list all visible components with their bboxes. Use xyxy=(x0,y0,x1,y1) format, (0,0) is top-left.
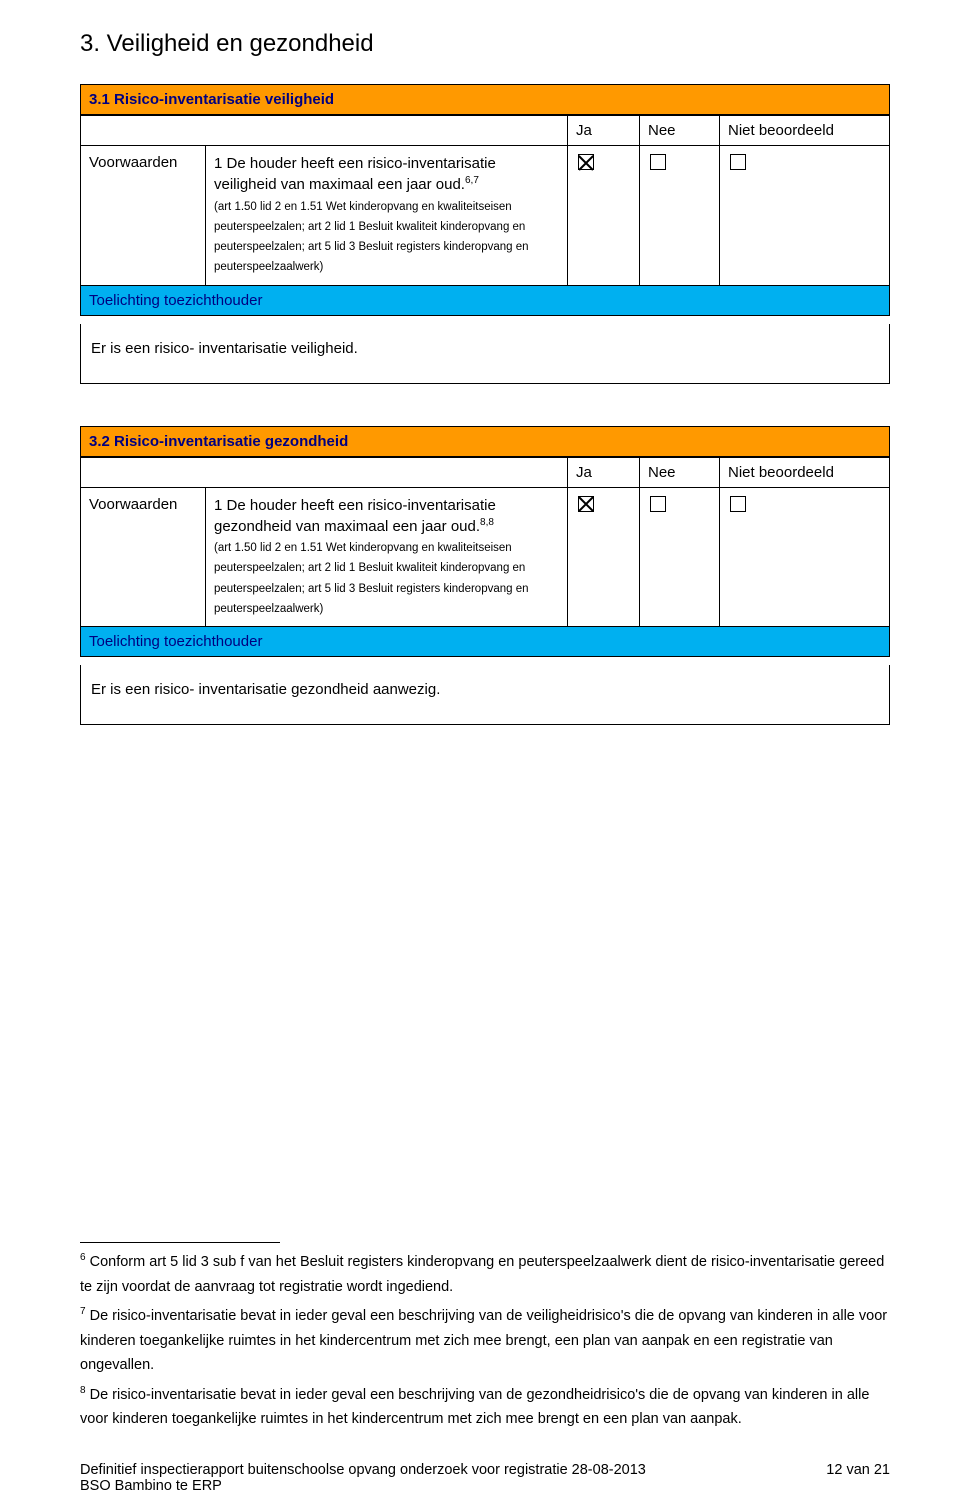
toelichting-label: Toelichting toezichthouder xyxy=(81,285,890,315)
col-nee: Nee xyxy=(640,457,720,487)
toelichting-label: Toelichting toezichthouder xyxy=(81,627,890,657)
footnote-8: De risico-inventarisatie bevat in ieder … xyxy=(80,1387,869,1428)
table-32: Ja Nee Niet beoordeeld Voorwaarden 1 De … xyxy=(80,457,890,658)
table-header-row: Ja Nee Niet beoordeeld xyxy=(81,457,890,487)
finding-32: Er is een risico- inventarisatie gezondh… xyxy=(80,665,890,725)
col-niet: Niet beoordeeld xyxy=(720,457,890,487)
item-text-31: 1 De houder heeft een risico-inventarisa… xyxy=(206,146,568,286)
item-text-32: 1 De houder heeft een risico-inventarisa… xyxy=(206,487,568,627)
table-row: Voorwaarden 1 De houder heeft een risico… xyxy=(81,487,890,627)
checkbox-niet-32[interactable] xyxy=(730,496,746,512)
footnote-rule xyxy=(80,1242,280,1243)
voorwaarden-label: Voorwaarden xyxy=(81,146,206,286)
checkbox-ja-32[interactable] xyxy=(578,496,594,512)
table-header-row: Ja Nee Niet beoordeeld xyxy=(81,116,890,146)
section-title-32: 3.2 Risico-inventarisatie gezondheid xyxy=(80,426,890,457)
item-sup: 6,7 xyxy=(465,175,479,186)
footer-line1: Definitief inspectierapport buitenschool… xyxy=(80,1462,890,1478)
col-ja: Ja xyxy=(568,116,640,146)
item-art: (art 1.50 lid 2 en 1.51 Wet kinderopvang… xyxy=(214,201,529,274)
col-niet: Niet beoordeeld xyxy=(720,116,890,146)
section-title-31: 3.1 Risico-inventarisatie veiligheid xyxy=(80,84,890,115)
fn-marker-6: 6 xyxy=(80,1252,86,1263)
footnote-6: Conform art 5 lid 3 sub f van het Beslui… xyxy=(80,1254,884,1295)
col-ja: Ja xyxy=(568,457,640,487)
checkbox-nee-31[interactable] xyxy=(650,154,666,170)
page-footer: 12 van 21 Definitief inspectierapport bu… xyxy=(80,1462,890,1494)
item-main: 1 De houder heeft een risico-inventarisa… xyxy=(214,155,496,193)
item-art: (art 1.50 lid 2 en 1.51 Wet kinderopvang… xyxy=(214,542,529,615)
toelichting-row: Toelichting toezichthouder xyxy=(81,627,890,657)
fn-marker-8: 8 xyxy=(80,1385,86,1396)
footnotes: 6 Conform art 5 lid 3 sub f van het Besl… xyxy=(80,1242,890,1436)
finding-31: Er is een risico- inventarisatie veiligh… xyxy=(80,324,890,384)
col-nee: Nee xyxy=(640,116,720,146)
item-main: 1 De houder heeft een risico-inventarisa… xyxy=(214,497,496,535)
checkbox-ja-31[interactable] xyxy=(578,154,594,170)
table-row: Voorwaarden 1 De houder heeft een risico… xyxy=(81,146,890,286)
footer-line2: BSO Bambino te ERP xyxy=(80,1478,890,1494)
toelichting-row: Toelichting toezichthouder xyxy=(81,285,890,315)
page-title: 3. Veiligheid en gezondheid xyxy=(80,30,890,58)
table-31: Ja Nee Niet beoordeeld Voorwaarden 1 De … xyxy=(80,115,890,316)
item-sup: 8,8 xyxy=(480,517,494,528)
checkbox-niet-31[interactable] xyxy=(730,154,746,170)
voorwaarden-label: Voorwaarden xyxy=(81,487,206,627)
page-number: 12 van 21 xyxy=(826,1462,890,1478)
checkbox-nee-32[interactable] xyxy=(650,496,666,512)
fn-marker-7: 7 xyxy=(80,1306,86,1317)
footnote-7: De risico-inventarisatie bevat in ieder … xyxy=(80,1308,887,1373)
